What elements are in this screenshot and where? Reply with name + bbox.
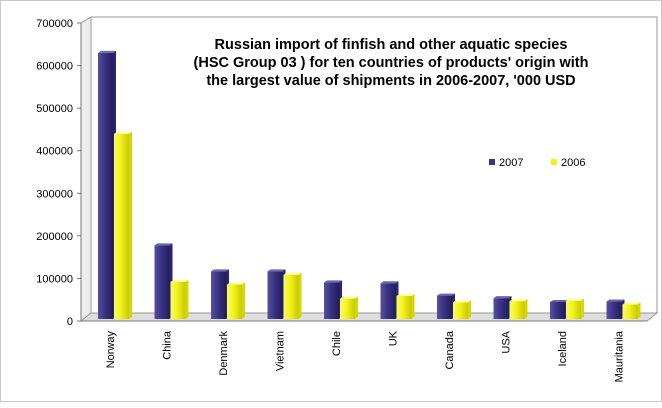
- x-tick-label: Iceland: [557, 331, 569, 366]
- bar-2006-usa: [509, 299, 528, 319]
- bar-2007-chile: [324, 280, 342, 319]
- x-tick-label: Mauritania: [614, 330, 626, 382]
- bar-2007-iceland: [550, 299, 568, 319]
- chart-title-line-2: (HSC Group 03 ) for ten countries of pro…: [194, 55, 589, 71]
- y-tick-label: 0: [67, 316, 73, 328]
- y-tick-label: 500000: [36, 103, 73, 115]
- bar-2006-canada: [453, 300, 471, 319]
- x-tick-label: Denmark: [218, 331, 230, 376]
- x-tick-label: China: [162, 330, 174, 360]
- bar-2007-vietnam: [267, 269, 286, 319]
- bar-2007-norway: [98, 50, 116, 320]
- x-tick-label: USA: [501, 330, 513, 353]
- bar-2006-norway: [114, 131, 132, 319]
- legend-label-2007: 2007: [499, 157, 523, 169]
- bar-2007-canada: [437, 293, 455, 319]
- bar-2007-uk: [380, 281, 399, 319]
- bar-2006-chile: [340, 296, 358, 319]
- x-tick-label: UK: [388, 330, 400, 346]
- legend-swatch-2006: [551, 159, 557, 165]
- y-tick-label: 300000: [36, 188, 73, 200]
- x-axis-labels: Norway China Denmark Vietnam Chile UK Canada US…: [105, 330, 626, 382]
- y-tick-label: 700000: [36, 18, 73, 30]
- bar-2006-vietnam: [283, 272, 302, 319]
- legend: 2007 2006: [489, 157, 585, 169]
- bar-2006-denmark: [227, 282, 245, 319]
- bar-2006-china: [170, 279, 189, 319]
- y-tick-label: 100000: [36, 273, 73, 285]
- x-tick-label: Norway: [105, 331, 117, 369]
- x-tick-label: Canada: [444, 330, 456, 369]
- legend-swatch-2007: [489, 159, 495, 165]
- bar-2006-iceland: [566, 298, 584, 319]
- bars-group: [98, 50, 641, 320]
- y-tick-label: 200000: [36, 231, 73, 243]
- chart-title-line-3: the largest value of shipments in 2006-2…: [206, 73, 575, 89]
- y-tick-label: 400000: [36, 146, 73, 158]
- side-wall: [80, 16, 92, 323]
- bar-2007-mauritania: [606, 299, 625, 319]
- x-tick-label: Vietnam: [275, 331, 287, 371]
- bar-2007-denmark: [211, 269, 229, 319]
- y-axis-ticks: 0 100000 200000 300000 400000 500000 600000 700…: [36, 18, 81, 328]
- legend-label-2006: 2006: [561, 157, 585, 169]
- bar-2007-usa: [493, 296, 512, 319]
- bar-2007-china: [154, 243, 173, 319]
- bar-2006-uk: [396, 294, 415, 319]
- x-tick-label: Chile: [331, 331, 343, 356]
- y-tick-label: 600000: [36, 61, 73, 73]
- bar-2006-mauritania: [622, 302, 641, 319]
- chart-title-line-1: Russian import of finfish and other aqua…: [215, 37, 568, 53]
